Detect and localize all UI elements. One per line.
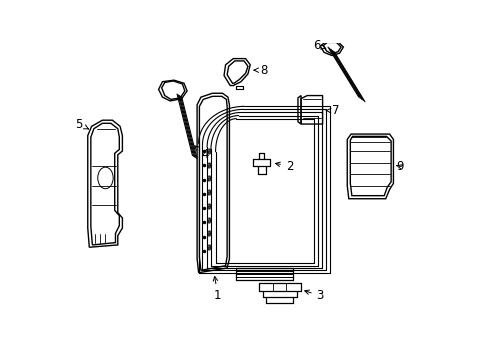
Text: 5: 5 <box>76 118 88 131</box>
Text: 9: 9 <box>395 160 403 173</box>
Text: 2: 2 <box>275 160 293 173</box>
Text: 1: 1 <box>213 276 221 302</box>
Text: 6: 6 <box>312 39 325 52</box>
Text: 4: 4 <box>194 146 208 161</box>
Text: 7: 7 <box>325 104 339 117</box>
Text: 8: 8 <box>254 64 267 77</box>
Text: 3: 3 <box>304 289 324 302</box>
